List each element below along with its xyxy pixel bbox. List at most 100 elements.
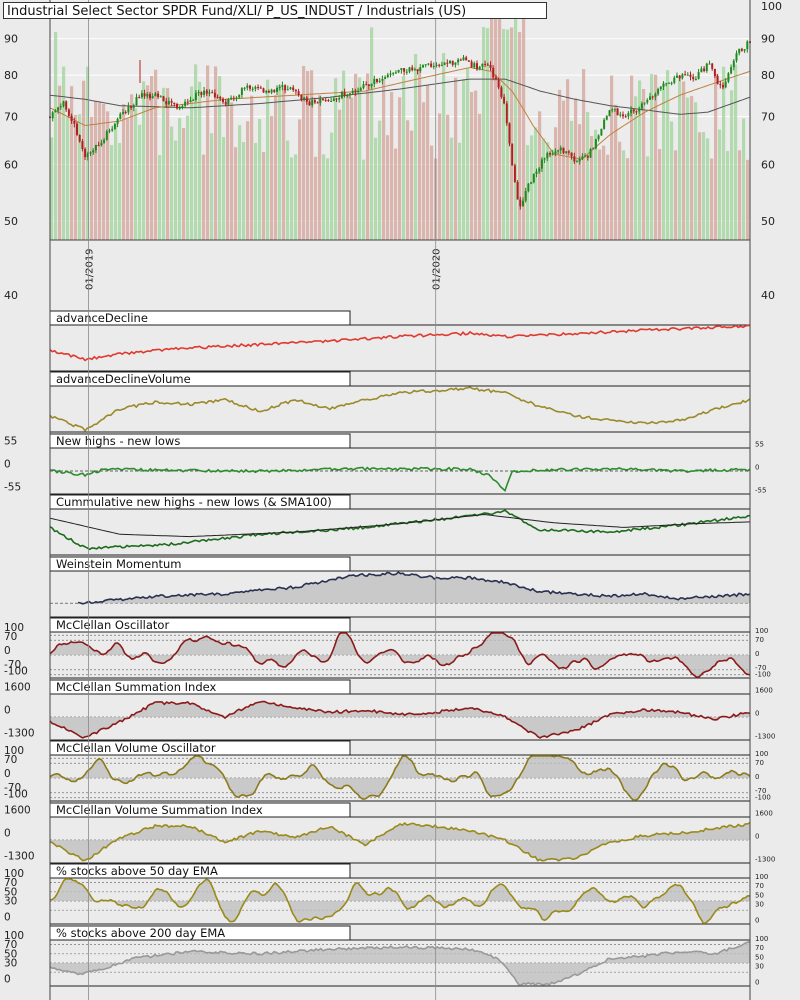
- panel-axis-label-left: 30: [4, 896, 17, 908]
- candle-body: [646, 99, 649, 103]
- candle-body: [135, 97, 138, 106]
- price-tick-label-left: 60: [4, 158, 18, 171]
- volume-bar: [146, 85, 150, 240]
- volume-bar: [94, 100, 98, 240]
- volume-bar: [186, 115, 190, 240]
- volume-bar: [674, 150, 678, 240]
- candle-body: [608, 110, 611, 117]
- volume-bar: [746, 159, 750, 240]
- candle-body: [497, 79, 500, 88]
- volume-bar: [366, 73, 370, 240]
- volume-bar: [182, 128, 186, 240]
- candle-body: [440, 64, 443, 66]
- volume-bar: [370, 27, 374, 240]
- candle-body: [703, 68, 706, 71]
- candle-body: [246, 85, 249, 88]
- candle-body: [238, 95, 241, 98]
- volume-bar: [202, 154, 206, 240]
- candle-body: [476, 63, 478, 70]
- panel-series-line: [49, 755, 751, 801]
- volume-bar: [386, 135, 390, 240]
- volume-bar: [682, 81, 686, 241]
- candle-body: [308, 101, 311, 106]
- panel-title: % stocks above 200 day EMA: [56, 926, 225, 940]
- candle-body: [743, 49, 746, 51]
- volume-bar: [330, 132, 334, 240]
- volume-bar: [230, 102, 234, 240]
- volume-bar: [442, 53, 446, 241]
- candle-body: [405, 71, 408, 73]
- volume-bar: [466, 68, 470, 240]
- volume-bar: [74, 114, 78, 240]
- candle-body: [384, 77, 387, 79]
- candle-body: [100, 143, 103, 146]
- indicator-panel: Cummulative new highs - new lows (& SMA1…: [49, 494, 751, 556]
- panel-axis-label-right: 0: [755, 650, 759, 658]
- panel-title: advanceDeclineVolume: [56, 372, 191, 386]
- candle-body: [443, 62, 446, 65]
- price-tick-label-right: 60: [761, 158, 775, 171]
- volume-bar: [534, 127, 538, 240]
- volume-bar: [134, 108, 138, 240]
- volume-bar: [454, 77, 458, 240]
- volume-bar: [114, 123, 118, 240]
- candle-body: [243, 87, 246, 89]
- candle-body: [222, 98, 224, 103]
- candle-body: [146, 94, 149, 97]
- candle-body: [167, 101, 170, 105]
- volume-bar: [310, 70, 314, 240]
- volume-bar: [246, 121, 250, 240]
- candle-body: [494, 77, 497, 80]
- volume-bar: [374, 137, 378, 240]
- panel-title: McClellan Volume Summation Index: [56, 803, 263, 817]
- panel-axis-label-left: -100: [4, 789, 28, 801]
- volume-bar: [190, 86, 194, 241]
- candle-body: [303, 97, 306, 100]
- candle-body: [84, 148, 87, 158]
- volume-bar: [158, 155, 162, 240]
- candle-body: [394, 72, 397, 74]
- volume-bar: [294, 154, 298, 240]
- volume-bar: [510, 27, 514, 241]
- candle-body: [446, 62, 449, 64]
- panel-axis-label-right: -1300: [755, 856, 775, 864]
- candle-body: [465, 57, 468, 61]
- candle-body: [554, 151, 557, 154]
- price-tick-label-right: 40: [761, 289, 775, 302]
- volume-bar: [742, 118, 746, 240]
- panel-axis-label-left: 1600: [4, 805, 31, 817]
- candle-body: [600, 128, 603, 136]
- candle-body: [667, 82, 670, 84]
- candle-body: [232, 97, 235, 99]
- candle-body: [459, 59, 462, 61]
- volume-bar: [170, 126, 174, 240]
- price-tick-label-right: 70: [761, 111, 775, 124]
- panel-title: Weinstein Momentum: [56, 557, 182, 571]
- volume-bar: [570, 120, 574, 240]
- volume-bar: [274, 95, 278, 240]
- candle-body: [305, 97, 308, 102]
- volume-bar: [394, 148, 398, 240]
- volume-bar: [650, 74, 654, 240]
- volume-bar: [526, 145, 530, 240]
- volume-bar: [538, 111, 542, 240]
- panel-title: New highs - new lows: [56, 434, 180, 448]
- volume-bar: [354, 73, 358, 240]
- candle-body: [338, 98, 341, 100]
- candle-body: [259, 87, 262, 89]
- volume-bar: [518, 32, 522, 240]
- candle-body: [351, 90, 354, 94]
- candle-body: [649, 96, 651, 100]
- volume-bar: [122, 104, 126, 240]
- price-tick-label-right: 100: [761, 0, 782, 13]
- volume-bar: [618, 141, 622, 240]
- volume-bar: [198, 81, 202, 240]
- panel-series-fill: [50, 755, 750, 801]
- volume-bar: [686, 97, 690, 240]
- candle-body: [357, 90, 360, 92]
- candle-body: [570, 152, 573, 157]
- volume-bar: [658, 149, 662, 240]
- volume-bar: [90, 116, 94, 240]
